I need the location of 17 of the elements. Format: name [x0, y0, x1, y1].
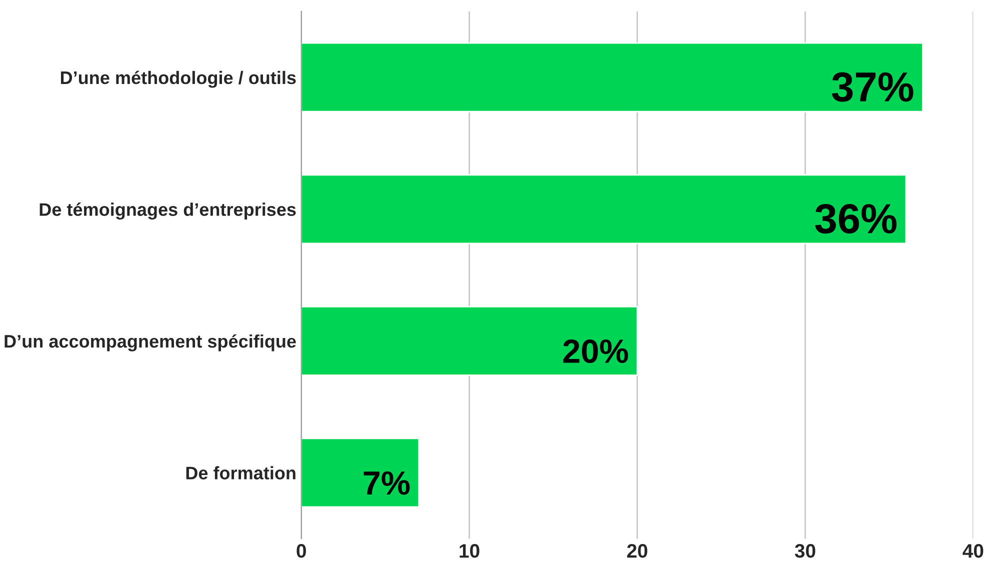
- data-label: 20%: [563, 339, 628, 364]
- data-label: 7%: [364, 471, 410, 495]
- x-tick-label: 0: [296, 544, 306, 558]
- y-tick-label: D’une méthodologie / outils: [60, 70, 296, 88]
- bar: [301, 174, 907, 244]
- data-label: 36%: [815, 204, 897, 234]
- y-tick-label: D’un accompagnement spécifique: [4, 334, 296, 352]
- x-tick-label: 10: [460, 544, 480, 558]
- x-tick-label: 30: [794, 544, 816, 558]
- bar: [301, 438, 420, 508]
- bar: [301, 42, 924, 112]
- x-tick-label: 20: [627, 544, 648, 558]
- y-tick-label: De témoignages d’entreprises: [40, 202, 296, 220]
- bar: [301, 306, 638, 376]
- x-tick-label: 40: [962, 544, 984, 558]
- data-label: 37%: [832, 72, 914, 102]
- y-tick-label: De formation: [186, 466, 296, 480]
